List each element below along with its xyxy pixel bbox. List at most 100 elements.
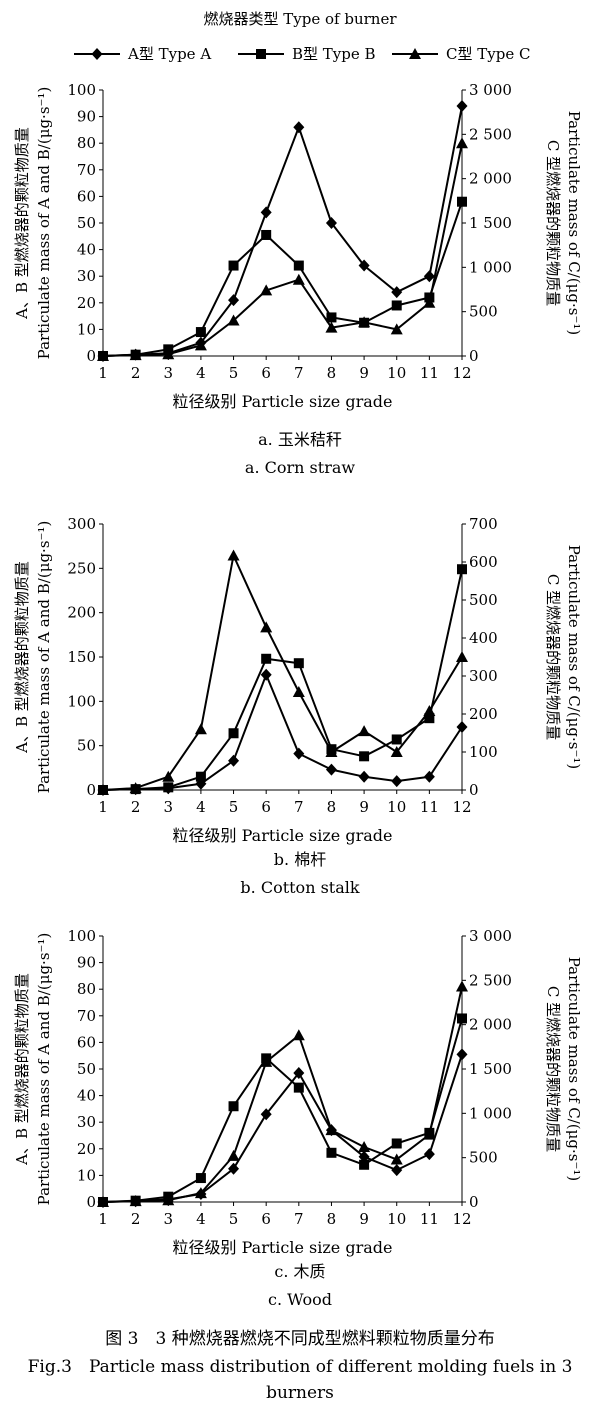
data-point-square (195, 771, 206, 782)
y-axis-label-left-en: Particulate mass of A and B/(μg·s⁻¹) (35, 87, 53, 360)
x-tick-label: 3 (163, 364, 173, 382)
data-point-triangle (292, 1029, 305, 1041)
data-point-square (391, 734, 402, 745)
legend-label-diamond: A型 Type A (127, 45, 211, 63)
y-tick-label-left: 60 (77, 1033, 96, 1051)
y-tick-label-right: 2 000 (469, 1016, 512, 1034)
data-point-diamond (358, 770, 370, 783)
data-point-square (195, 1173, 206, 1184)
data-point-triangle (97, 1196, 109, 1207)
data-point-square (261, 229, 272, 240)
x-tick-label: 5 (229, 1210, 239, 1228)
y-tick-label-left: 40 (77, 1087, 96, 1105)
series-line-square (102, 201, 463, 357)
data-point-triangle (292, 273, 305, 285)
data-point-square (457, 1013, 467, 1024)
x-tick-label: 6 (261, 1210, 271, 1228)
y-tick-label-left: 100 (67, 927, 96, 945)
data-point-diamond (228, 754, 240, 767)
legend-marker-diamond (91, 48, 103, 60)
data-point-triangle (194, 723, 207, 735)
y-axis-label-left-cn: A、B 型燃烧器的颗粒物质量 (13, 127, 31, 320)
data-point-triangle (423, 296, 436, 308)
y-tick-label-right: 0 (469, 1193, 479, 1211)
y-axis-label-right-en: Particulate mass of C/(μg·s⁻¹) (565, 957, 583, 1182)
series-line-diamond (102, 1054, 463, 1203)
series-line-triangle (102, 142, 463, 357)
y-tick-label-left: 0 (86, 1193, 96, 1211)
y-tick-label-left: 300 (67, 515, 96, 533)
subtitle-cn-wood: c. 木质 (274, 1262, 326, 1281)
x-tick-label: 8 (327, 1210, 337, 1228)
data-point-triangle (227, 314, 240, 326)
data-point-triangle (325, 1124, 338, 1136)
data-point-triangle (194, 339, 207, 351)
x-tick-label: 8 (327, 798, 337, 816)
data-point-diamond (260, 1108, 272, 1121)
x-tick-label: 4 (196, 364, 206, 382)
legend-marker-triangle (409, 48, 421, 59)
x-axis-label: 粒径级别 Particle size grade (173, 1238, 393, 1257)
data-point-diamond (423, 1148, 435, 1161)
x-tick-label: 7 (294, 364, 304, 382)
subtitle-en-wood: c. Wood (268, 1290, 332, 1309)
data-point-square (391, 1138, 402, 1149)
data-point-triangle (423, 704, 436, 716)
x-tick-label: 5 (229, 364, 239, 382)
data-point-diamond (260, 668, 272, 681)
y-tick-label-right: 500 (469, 1149, 498, 1167)
data-point-diamond (456, 99, 468, 112)
data-point-diamond (293, 747, 305, 760)
data-point-triangle (260, 284, 273, 296)
y-tick-label-left: 30 (77, 1113, 96, 1131)
y-tick-label-right: 400 (469, 629, 498, 647)
y-tick-label-right: 2 000 (469, 170, 512, 188)
data-point-square (195, 327, 206, 338)
y-tick-label-right: 300 (469, 667, 498, 685)
data-point-triangle (390, 746, 403, 757)
data-point-diamond (358, 259, 370, 272)
y-tick-label-left: 80 (77, 134, 96, 152)
x-tick-label: 2 (131, 364, 141, 382)
data-point-diamond (391, 1164, 403, 1177)
y-tick-label-left: 10 (77, 320, 96, 338)
y-axis-label-left-en: Particulate mass of A and B/(μg·s⁻¹) (35, 933, 53, 1206)
x-tick-label: 6 (261, 364, 271, 382)
x-tick-label: 12 (452, 798, 471, 816)
data-point-triangle (97, 350, 109, 361)
legend-marker-square (256, 49, 266, 59)
subtitle-en-cotton-stalk: b. Cotton stalk (240, 878, 360, 897)
y-tick-label-left: 20 (77, 1140, 96, 1158)
x-tick-label: 10 (387, 798, 406, 816)
x-axis-label: 粒径级别 Particle size grade (173, 826, 393, 845)
x-tick-label: 6 (261, 798, 271, 816)
data-point-diamond (423, 770, 435, 783)
data-point-triangle (456, 980, 468, 992)
legend-title: 燃烧器类型 Type of burner (203, 10, 397, 28)
y-axis-label-left-en: Particulate mass of A and B/(μg·s⁻¹) (35, 521, 53, 794)
data-point-diamond (456, 1048, 468, 1061)
y-tick-label-right: 1 500 (469, 214, 512, 232)
data-point-triangle (129, 349, 142, 361)
data-point-diamond (325, 763, 337, 776)
y-tick-label-left: 50 (77, 214, 96, 232)
y-tick-label-left: 30 (77, 267, 96, 285)
y-tick-label-left: 100 (67, 81, 96, 99)
series-line-diamond (102, 105, 463, 357)
data-point-triangle (390, 323, 403, 335)
figure-caption-cn: 图 3 3 种燃烧器燃烧不同成型燃料颗粒物质量分布 (105, 1329, 495, 1349)
x-tick-label: 8 (327, 364, 337, 382)
y-tick-label-left: 100 (67, 692, 96, 710)
data-point-triangle (358, 725, 371, 737)
data-point-triangle (162, 770, 175, 782)
data-point-square (293, 260, 304, 271)
y-axis-label-right-cn: C 型燃烧器的颗粒物质量 (544, 140, 562, 306)
x-tick-label: 2 (131, 798, 141, 816)
y-tick-label-left: 150 (67, 648, 96, 666)
y-tick-label-right: 0 (469, 781, 479, 799)
x-tick-label: 3 (163, 798, 173, 816)
subtitle-cn-corn-straw: a. 玉米秸秆 (258, 430, 342, 449)
data-point-triangle (456, 651, 468, 662)
data-point-square (457, 564, 467, 575)
